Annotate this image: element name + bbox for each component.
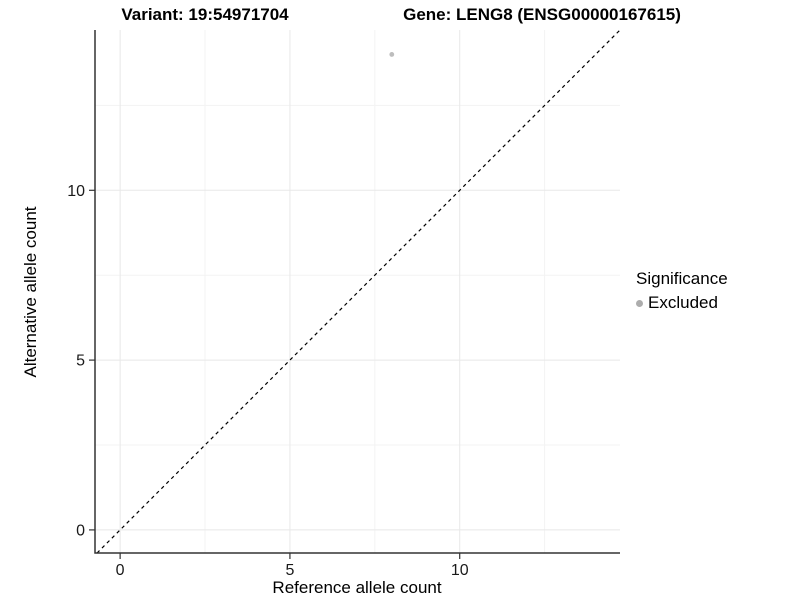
axis-lines bbox=[94, 30, 620, 554]
x-axis-title: Reference allele count bbox=[272, 578, 442, 597]
y-axis-title: Alternative allele count bbox=[21, 206, 40, 378]
plot-title-variant: Variant: 19:54971704 bbox=[121, 5, 289, 24]
x-tick-label: 0 bbox=[116, 562, 125, 579]
legend-point-icon bbox=[636, 299, 643, 307]
legend: Significance Excluded bbox=[636, 269, 728, 313]
legend-item-label: Excluded bbox=[648, 293, 718, 312]
legend-title: Significance bbox=[636, 269, 728, 288]
plot-title-gene: Gene: LENG8 (ENSG00000167615) bbox=[403, 5, 681, 24]
legend-item-excluded: Excluded bbox=[636, 293, 728, 313]
y-tick-label: 0 bbox=[76, 522, 85, 539]
x-tick-label: 10 bbox=[451, 562, 469, 579]
x-tick-label: 5 bbox=[285, 562, 294, 579]
y-tick-label: 10 bbox=[67, 183, 85, 200]
y-tick-label: 5 bbox=[76, 353, 85, 370]
identity-reference-line bbox=[96, 29, 621, 554]
data-point bbox=[389, 52, 395, 57]
